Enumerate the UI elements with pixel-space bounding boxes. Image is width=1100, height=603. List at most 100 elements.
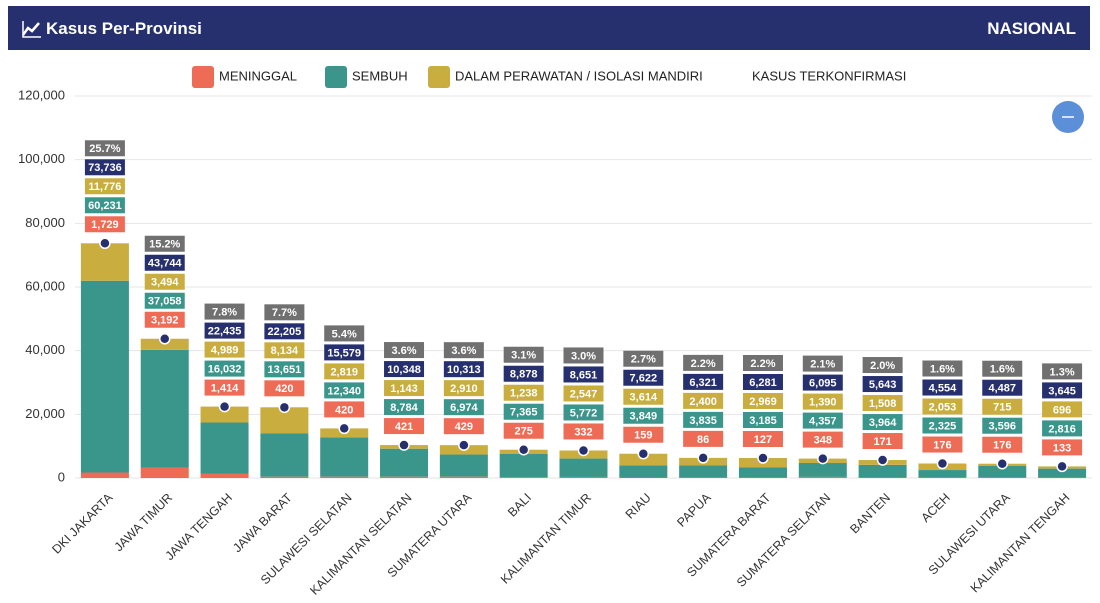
bar-segment <box>260 433 309 477</box>
bar-segment <box>619 465 668 478</box>
value-label: 2,819 <box>330 366 358 378</box>
y-tick-label: 60,000 <box>25 278 65 293</box>
label-box <box>742 412 783 429</box>
label-box <box>742 374 783 391</box>
bar-segment <box>798 463 847 477</box>
label-box <box>1042 382 1083 399</box>
value-label: 6,095 <box>809 378 837 390</box>
value-label: 12,340 <box>327 385 361 397</box>
label-box <box>742 355 783 372</box>
header-scope[interactable]: NASIONAL <box>987 19 1076 38</box>
value-label: 3.6% <box>391 345 416 357</box>
value-label: 1,508 <box>869 398 897 410</box>
label-box <box>264 342 305 359</box>
label-box <box>324 344 365 361</box>
value-label: 3.0% <box>571 350 596 362</box>
value-label: 3,849 <box>630 411 658 423</box>
x-tick-label: JAWA TIMUR <box>112 491 176 555</box>
label-box <box>144 254 185 271</box>
confirmed-dot <box>1056 460 1068 473</box>
y-tick-label: 100,000 <box>18 151 65 166</box>
value-label: 10,348 <box>387 364 421 376</box>
value-label: 2.7% <box>631 354 656 366</box>
confirmed-dot <box>936 457 949 470</box>
label-box <box>982 398 1023 415</box>
label-box <box>742 431 783 448</box>
value-label: 2.1% <box>810 359 835 371</box>
label-box <box>1042 420 1083 437</box>
bar-segment <box>858 464 907 478</box>
label-box <box>384 418 425 435</box>
label-box <box>623 407 664 424</box>
collapse-button[interactable] <box>1052 101 1084 133</box>
bar-segment <box>679 465 728 478</box>
value-label: 1.6% <box>930 363 955 375</box>
bar-segment <box>619 453 668 466</box>
bar-segment <box>200 406 249 423</box>
label-box <box>443 361 484 378</box>
value-label: 421 <box>395 421 413 433</box>
label-box <box>982 379 1023 396</box>
label-box <box>683 430 724 447</box>
bar-segment <box>80 280 129 473</box>
bar-segment <box>738 467 787 478</box>
label-box <box>623 350 664 367</box>
y-tick-label: 120,000 <box>18 87 65 102</box>
bar-segment <box>380 476 429 478</box>
value-label: 429 <box>455 421 473 433</box>
bar-segment <box>380 448 429 477</box>
value-label: 2,816 <box>1048 423 1076 435</box>
value-label: 16,032 <box>208 363 242 375</box>
value-label: 1.6% <box>990 364 1015 376</box>
label-box <box>503 346 544 363</box>
value-label: 1,143 <box>390 383 418 395</box>
value-label: 1,729 <box>91 219 119 231</box>
value-label: 420 <box>335 404 353 416</box>
bar-segment <box>140 349 189 468</box>
confirmed-dot <box>99 237 111 250</box>
value-label: 8,784 <box>390 402 418 414</box>
value-label: 2,910 <box>450 383 478 395</box>
bar-segment <box>260 476 309 478</box>
label-box <box>683 354 724 371</box>
x-tick-label: DKI JAKARTA <box>49 490 116 557</box>
confirmed-dot <box>338 422 350 435</box>
label-box <box>982 436 1023 453</box>
value-label: 332 <box>574 426 592 438</box>
value-label: 7,365 <box>510 407 538 419</box>
x-tick-label: RIAU <box>623 491 654 522</box>
label-box <box>443 380 484 397</box>
value-label: 1,238 <box>510 388 538 400</box>
y-tick-label: 40,000 <box>25 342 65 357</box>
value-label: 1,414 <box>211 382 239 394</box>
label-box <box>862 357 903 374</box>
label-box <box>922 398 963 415</box>
bar-segment <box>439 454 488 477</box>
label-box <box>264 361 305 378</box>
x-tick-label: BALI <box>505 491 534 520</box>
bar-segment <box>200 422 249 474</box>
value-label: 86 <box>697 434 709 446</box>
value-label: 8,134 <box>271 345 299 357</box>
value-label: 5.4% <box>332 328 357 340</box>
value-label: 10,313 <box>447 364 481 376</box>
value-label: 6,281 <box>749 377 777 389</box>
value-label: 3,185 <box>749 415 777 427</box>
label-box <box>1042 363 1083 380</box>
value-label: 37,058 <box>148 296 182 308</box>
label-box <box>384 361 425 378</box>
label-box <box>623 388 664 405</box>
bar-segment <box>320 437 369 477</box>
value-label: 60,231 <box>88 200 122 212</box>
value-label: 715 <box>993 402 1011 414</box>
value-label: 25.7% <box>89 143 120 155</box>
value-label: 22,435 <box>208 325 242 337</box>
label-box <box>324 382 365 399</box>
label-box <box>683 411 724 428</box>
value-label: 2,053 <box>929 401 957 413</box>
legend-swatch <box>428 66 450 88</box>
value-label: 2,547 <box>570 388 598 400</box>
confirmed-dot <box>876 454 889 466</box>
label-box <box>802 355 843 372</box>
label-box <box>264 304 305 321</box>
